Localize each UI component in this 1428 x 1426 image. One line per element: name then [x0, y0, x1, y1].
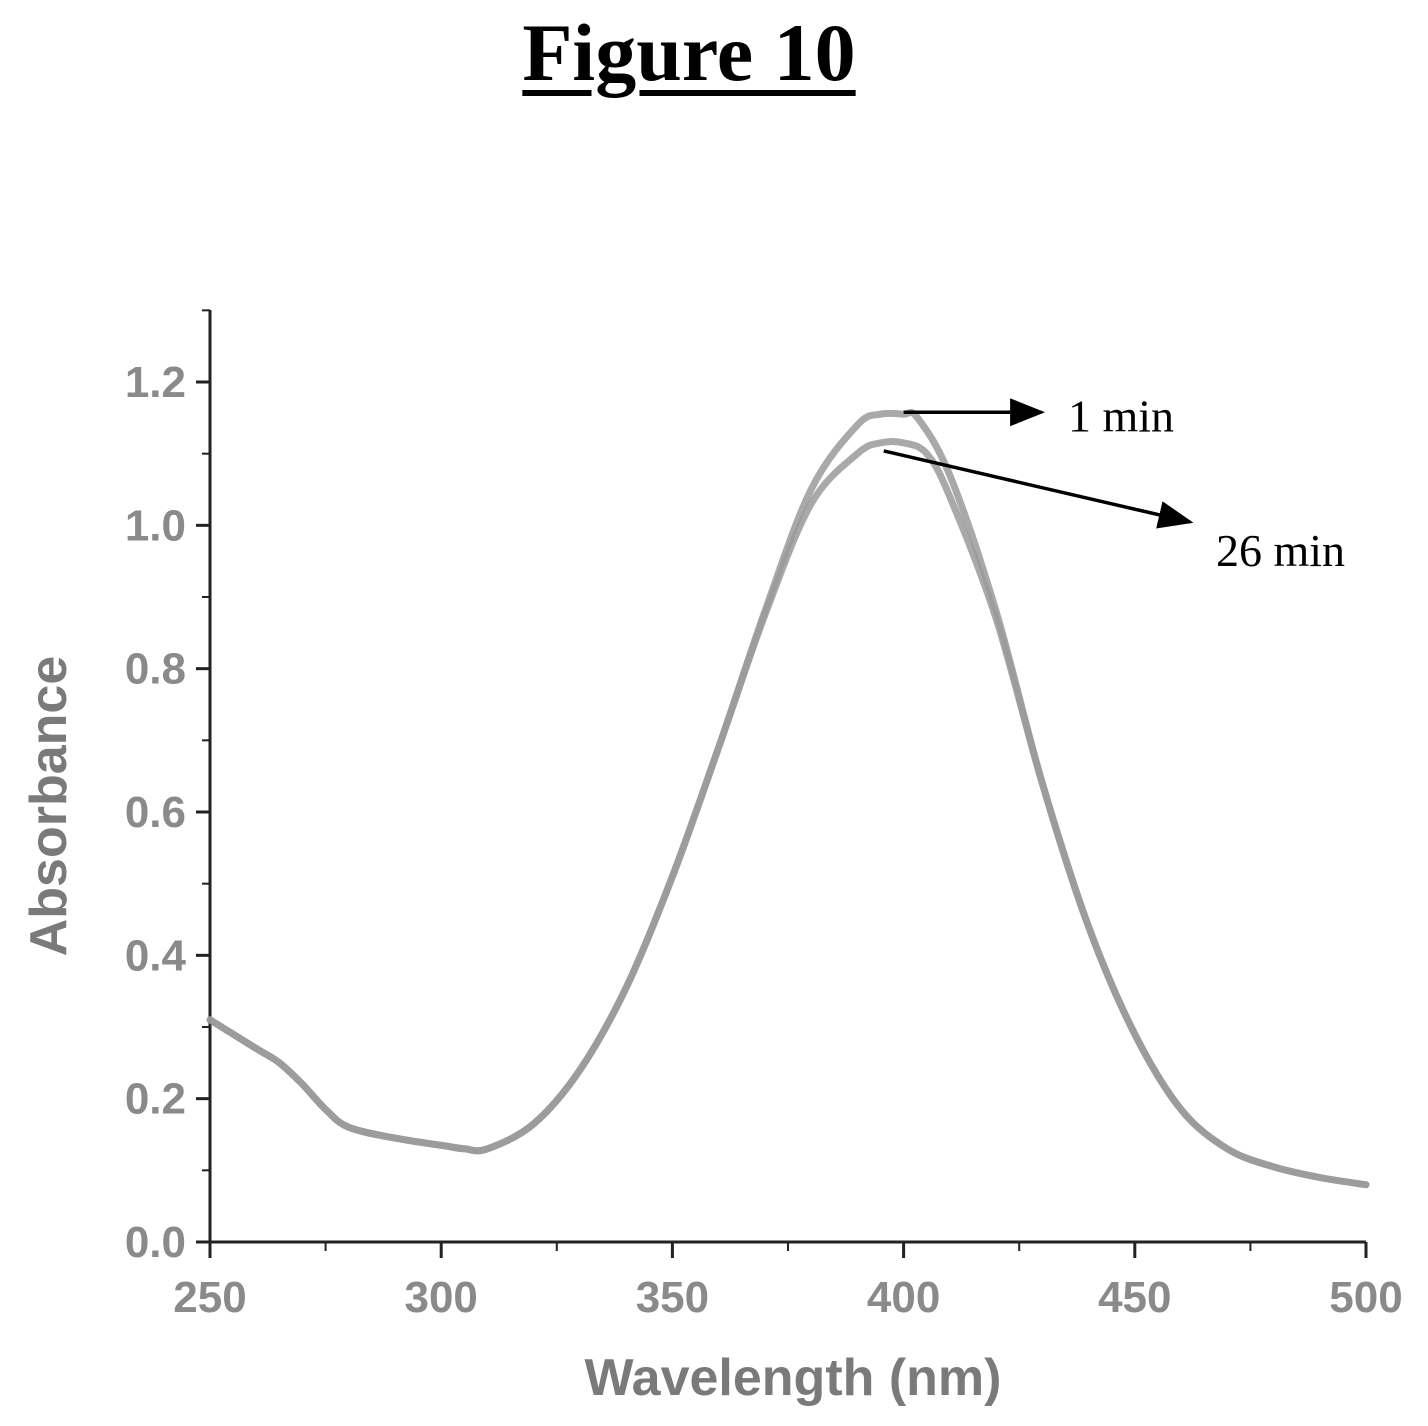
y-tick-label: 0.2	[125, 1075, 186, 1124]
y-tick-label: 1.0	[125, 501, 186, 550]
y-tick-label: 0.6	[125, 788, 186, 837]
annotation-1-min: 1 min	[1068, 390, 1174, 441]
y-axis-title: Absorbance	[20, 656, 78, 957]
y-tick-label: 0.0	[125, 1218, 186, 1267]
annotation-26-min: 26 min	[1216, 525, 1345, 576]
y-tick-label: 0.8	[125, 645, 186, 694]
x-tick-label: 400	[867, 1273, 940, 1322]
x-tick-label: 500	[1329, 1273, 1402, 1322]
y-tick-label: 1.2	[125, 358, 186, 407]
y-tick-label: 0.4	[125, 931, 187, 980]
series-line-26-min	[206, 438, 1370, 1189]
x-tick-label: 350	[636, 1273, 709, 1322]
x-tick-label: 450	[1098, 1273, 1171, 1322]
series-line-1-min	[206, 408, 1370, 1189]
arrow-26-min	[883, 449, 1194, 529]
figure-title: Figure 10	[522, 7, 856, 98]
x-tick-label: 300	[404, 1273, 477, 1322]
x-axis-title: Wavelength (nm)	[585, 1349, 1002, 1407]
x-tick-label: 250	[173, 1273, 246, 1322]
